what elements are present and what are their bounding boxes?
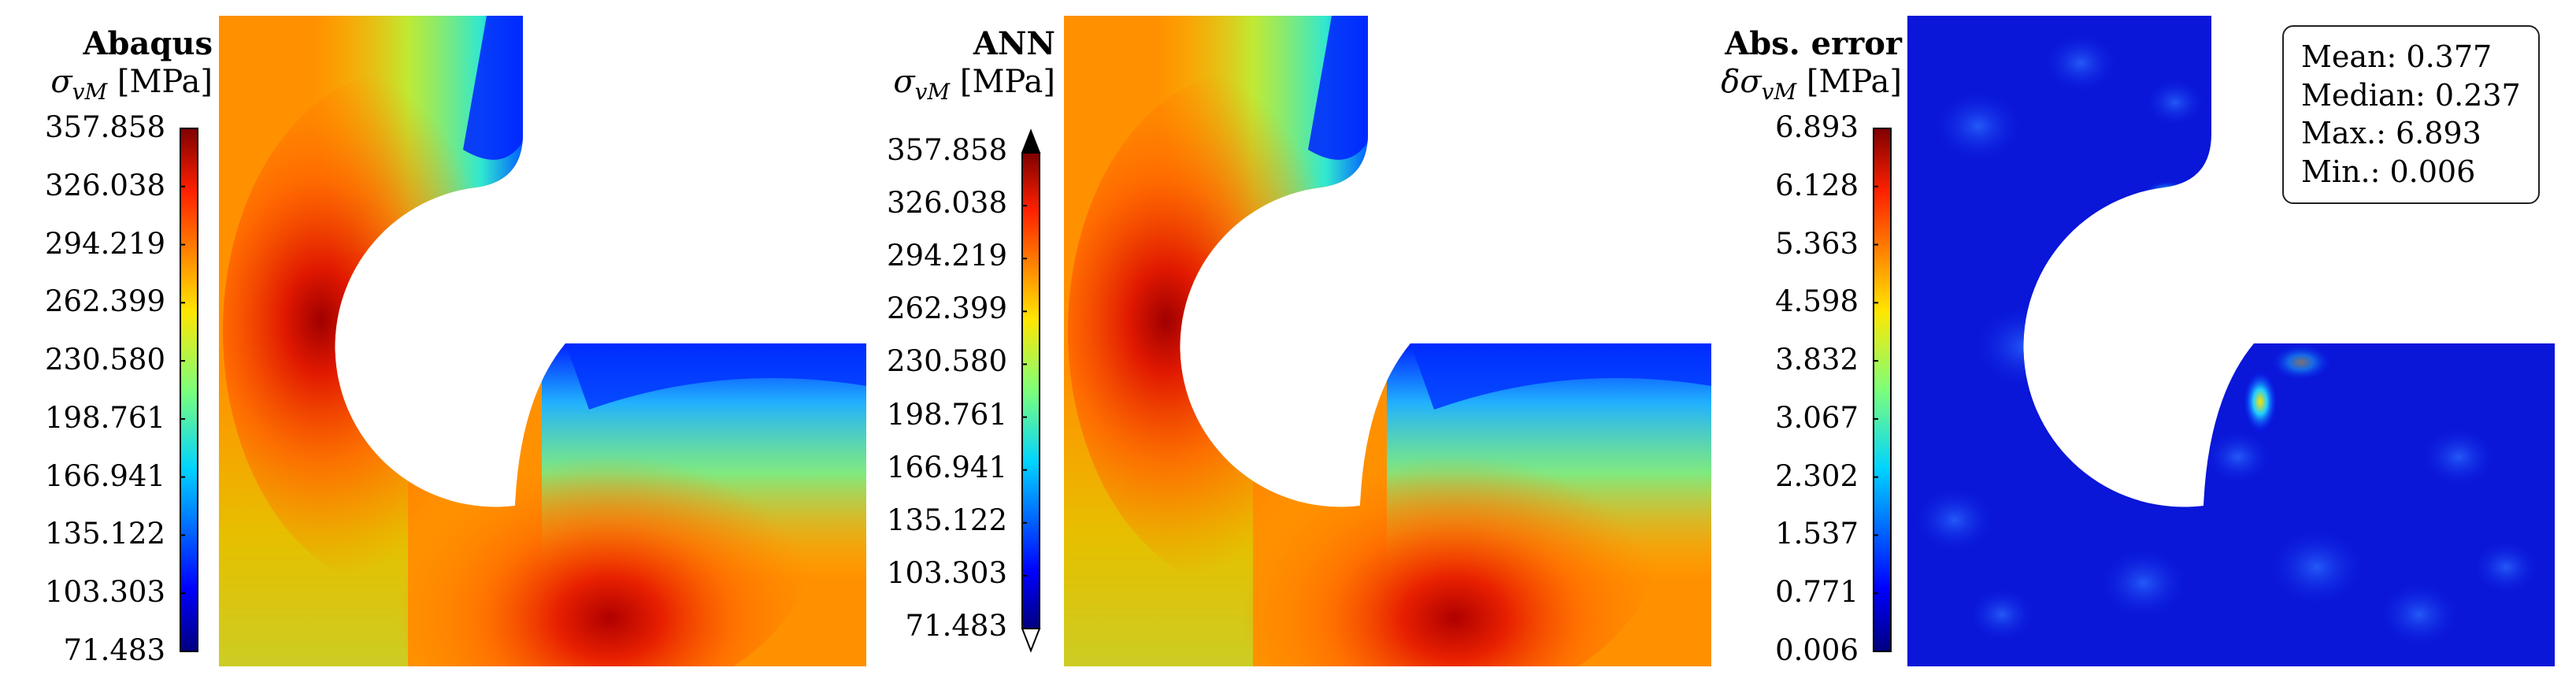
unit-text: [MPa] bbox=[117, 64, 213, 100]
colorbar-tick-label: 198.761 bbox=[886, 397, 1007, 432]
colorbar-tick-label: 4.598 bbox=[1775, 284, 1859, 319]
panel-abaqus: Abaqus σvM [MPa] 357.858 326.038 294.219 26… bbox=[0, 0, 866, 690]
error-peak bbox=[2243, 370, 2278, 433]
colorbar-tick-label: 103.303 bbox=[886, 555, 1007, 590]
stress-field-ann bbox=[1064, 16, 1711, 666]
error-blob bbox=[2266, 526, 2368, 608]
error-blob bbox=[2041, 32, 2120, 95]
error-blob bbox=[2144, 77, 2207, 128]
colorbar-tick-label: 357.858 bbox=[886, 133, 1007, 167]
error-blob bbox=[2203, 428, 2274, 485]
colorbar-tick-label: 1.537 bbox=[1775, 517, 1859, 551]
colorbar-tick-label: 135.122 bbox=[44, 517, 165, 551]
error-blob bbox=[1966, 586, 2037, 643]
colorbar-tick-label: 5.363 bbox=[1775, 226, 1859, 261]
panel-title: Abaqus bbox=[83, 25, 213, 62]
error-field bbox=[1907, 16, 2555, 666]
stress-field-abaqus bbox=[219, 16, 866, 666]
panel-error: Abs. error δσvM [MPa] 6.893 6.128 5.363 4.5… bbox=[1693, 0, 2576, 690]
panel-ann: ANN σvM [MPa] 357.858 326.038 294.219 262.3… bbox=[847, 0, 1711, 690]
colorbar bbox=[180, 128, 198, 652]
stat-max: Max.: 6.893 bbox=[2301, 116, 2481, 151]
colorbar-tick-label: 198.761 bbox=[44, 400, 165, 435]
error-blob bbox=[1931, 88, 2026, 164]
colorbar-tick-label: 230.580 bbox=[886, 344, 1007, 379]
colorbar-min-arrow bbox=[1021, 628, 1041, 653]
unit-subscript: vM bbox=[1761, 79, 1797, 105]
error-blob bbox=[2081, 227, 2144, 277]
unit-subscript: vM bbox=[72, 79, 108, 105]
colorbar-tick-label: 294.219 bbox=[44, 226, 165, 261]
colorbar-tick-label: 166.941 bbox=[886, 450, 1007, 484]
unit-symbol: σ bbox=[50, 64, 72, 100]
unit-text: [MPa] bbox=[959, 64, 1055, 100]
unit-subscript: vM bbox=[914, 79, 951, 105]
error-blob bbox=[2376, 580, 2463, 649]
unit-symbol: σ bbox=[893, 64, 915, 100]
colorbar-tick-label: 3.832 bbox=[1775, 343, 1859, 377]
stat-mean: Mean: 0.377 bbox=[2301, 39, 2493, 74]
field-lowstress-top bbox=[463, 16, 523, 160]
colorbar-tick-label: 71.483 bbox=[63, 633, 165, 667]
colorbar-tick-label: 262.399 bbox=[886, 291, 1007, 326]
colorbar-tick-label: 294.219 bbox=[886, 239, 1007, 273]
colorbar-extended bbox=[1021, 128, 1041, 653]
field-lowstress-right bbox=[1410, 343, 1711, 410]
colorbar-tick-label: 230.580 bbox=[44, 343, 165, 377]
panel-title: ANN bbox=[973, 25, 1055, 62]
colorbar-tick-label: 357.858 bbox=[44, 110, 165, 144]
unit-symbol: δσ bbox=[1721, 64, 1762, 100]
error-spot-right bbox=[2270, 343, 2333, 381]
panel-title: Abs. error bbox=[1725, 25, 1902, 62]
colorbar-tick-label: 6.128 bbox=[1775, 168, 1859, 202]
unit-label: σvM [MPa] bbox=[893, 66, 1055, 103]
unit-text: [MPa] bbox=[1806, 64, 1902, 100]
colorbar-tick-label: 0.006 bbox=[1775, 633, 1859, 667]
colorbar-tick-label: 103.303 bbox=[44, 575, 165, 610]
error-blob bbox=[1911, 485, 1998, 555]
colorbar-tick-label: 6.893 bbox=[1775, 110, 1859, 144]
unit-label: σvM [MPa] bbox=[50, 66, 213, 103]
error-blob bbox=[2419, 425, 2498, 488]
error-blob bbox=[1970, 302, 2081, 391]
colorbar-tick-label: 71.483 bbox=[905, 609, 1007, 643]
stat-median: Median: 0.237 bbox=[2301, 77, 2521, 113]
colorbar-tick-label: 3.067 bbox=[1775, 400, 1859, 435]
unit-label: δσvM [MPa] bbox=[1721, 66, 1902, 103]
stat-min: Min.: 0.006 bbox=[2301, 154, 2476, 189]
error-spot-top bbox=[2144, 180, 2191, 206]
colorbar-tick-label: 0.771 bbox=[1775, 575, 1859, 610]
colorbar-tick-label: 166.941 bbox=[44, 458, 165, 493]
colorbar bbox=[1873, 128, 1892, 652]
error-blob bbox=[2470, 539, 2541, 595]
colorbar-tick-label: 262.399 bbox=[44, 284, 165, 319]
colorbar-tick-label: 326.038 bbox=[44, 168, 165, 202]
colorbar-tick-label: 326.038 bbox=[886, 186, 1007, 221]
colorbar-tick-label: 135.122 bbox=[886, 503, 1007, 537]
field-lowstress-top bbox=[1308, 16, 1368, 160]
error-blob bbox=[2096, 545, 2191, 621]
colorbar-tick-label: 2.302 bbox=[1775, 458, 1859, 493]
field-lowstress-right bbox=[565, 343, 866, 410]
colorbar-max-arrow bbox=[1021, 128, 1041, 154]
stats-box: Mean: 0.377 Median: 0.237 Max.: 6.893 Mi… bbox=[2282, 25, 2540, 204]
